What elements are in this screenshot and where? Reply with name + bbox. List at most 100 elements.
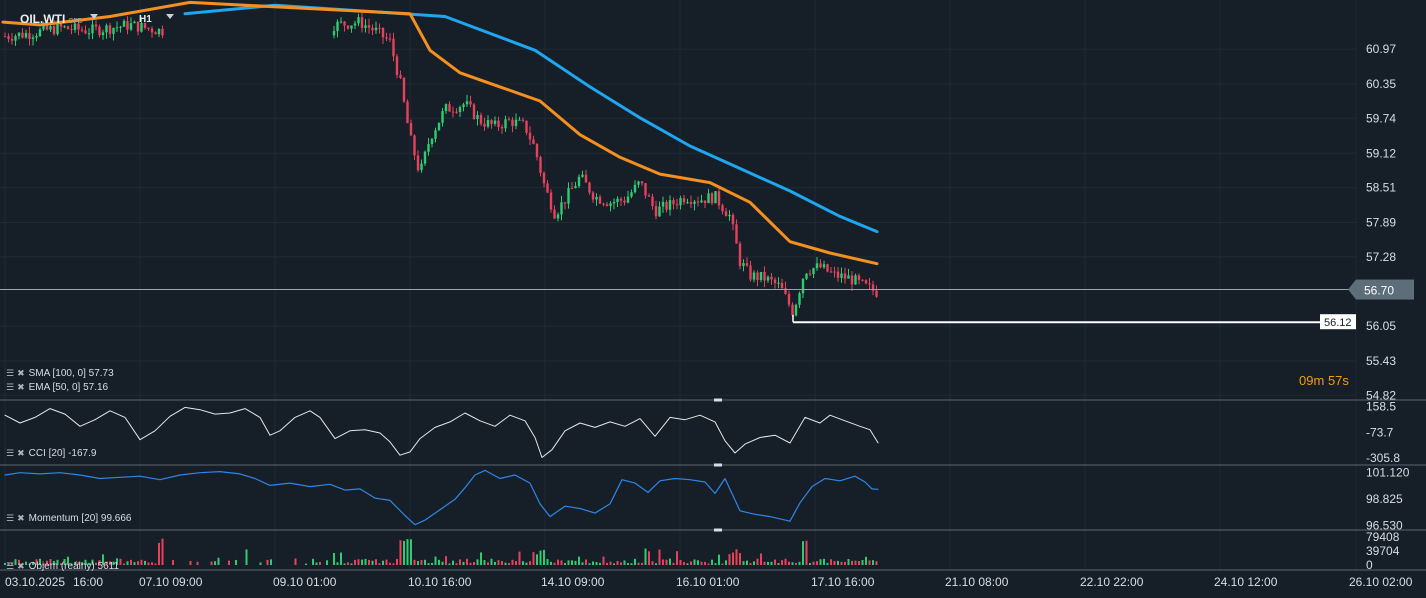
candle-body: [577, 176, 581, 187]
axes: 60.97 60.35 59.74 59.12 58.51 57.89 57.28 56.05…: [5, 42, 1413, 589]
close-icon[interactable]: ✖: [17, 382, 25, 392]
candle-body: [567, 188, 570, 204]
candle-body: [392, 38, 395, 57]
volume-bar: [875, 561, 878, 565]
volume-bar: [602, 556, 605, 565]
candle-body: [847, 275, 850, 279]
candle-body: [339, 21, 343, 23]
candle-body: [136, 21, 140, 32]
volume-bar: [270, 559, 272, 565]
candle-body: [35, 36, 38, 38]
candle-body: [563, 202, 567, 204]
volume-bar: [690, 561, 692, 565]
candle-body: [703, 200, 707, 204]
menu-icon[interactable]: ☰: [6, 382, 16, 392]
volume-bar: [102, 554, 104, 565]
candle-body: [875, 290, 878, 297]
volume-label[interactable]: ☰ ✖ Objem (reálny) 5611: [6, 561, 119, 572]
volume-bar: [476, 559, 479, 565]
volume-bar: [819, 559, 822, 565]
volume-bar: [158, 542, 160, 565]
volume-bar: [144, 560, 146, 565]
volume-bar: [809, 563, 811, 565]
volume-bar: [753, 561, 755, 565]
candle-body: [864, 280, 868, 284]
candle-body: [735, 224, 738, 244]
volume-bar: [39, 558, 41, 565]
volume-bar: [312, 558, 314, 565]
candle-body: [668, 200, 672, 210]
volume-bar: [501, 561, 503, 565]
menu-icon[interactable]: ☰: [6, 513, 16, 523]
volume-bar: [392, 563, 395, 565]
candle-body: [787, 293, 791, 305]
menu-icon[interactable]: ☰: [6, 561, 16, 571]
candle-body: [546, 183, 549, 193]
candle-body: [357, 17, 360, 24]
candle-body: [129, 23, 133, 30]
volume-bar: [529, 561, 531, 565]
candle-body: [812, 268, 815, 274]
candle-body: [17, 32, 21, 37]
candle-body: [595, 196, 598, 200]
candle-body: [150, 28, 154, 33]
volume-bar: [326, 560, 328, 565]
sma-label[interactable]: ☰ ✖ SMA [100, 0] 57.73: [6, 368, 114, 379]
price-tick-label: 60.97: [1366, 42, 1396, 56]
cci-label[interactable]: ☰ ✖ CCI [20] -167.9: [6, 448, 96, 459]
timeframe-selector[interactable]: H1: [139, 14, 152, 25]
chevron-down-icon[interactable]: [90, 14, 98, 19]
volume-bar: [616, 561, 619, 565]
volume-bar: [711, 559, 713, 565]
symbol-selector[interactable]: OIL.WTI CFD: [20, 12, 83, 26]
candle-body: [868, 283, 871, 285]
volume-tick-label: 39704: [1366, 544, 1400, 558]
volume-bar: [515, 561, 517, 565]
close-icon[interactable]: ✖: [17, 513, 25, 523]
volume-bar: [14, 559, 17, 565]
volume-bar: [662, 559, 664, 565]
candle-body: [679, 198, 682, 206]
close-icon[interactable]: ✖: [17, 368, 25, 378]
menu-icon[interactable]: ☰: [6, 368, 16, 378]
candle-body: [24, 33, 28, 38]
candle-body: [385, 37, 388, 39]
volume-bar: [410, 539, 412, 565]
candle-body: [101, 32, 105, 36]
volume-bar: [259, 562, 262, 565]
candle-body: [507, 119, 511, 121]
volume-bar: [749, 562, 752, 565]
candle-body: [63, 26, 66, 28]
volume-bar: [347, 562, 349, 565]
close-icon[interactable]: ✖: [17, 448, 25, 458]
panel-resize-handle: [714, 398, 722, 402]
candle-body: [710, 193, 714, 204]
volume-bar: [606, 562, 608, 565]
candle-body: [469, 101, 472, 105]
chevron-down-icon[interactable]: [166, 14, 174, 19]
close-icon[interactable]: ✖: [17, 561, 25, 571]
candle-body: [437, 122, 441, 131]
candle-body: [38, 29, 42, 37]
volume-bar: [700, 561, 703, 565]
candle-body: [651, 196, 654, 207]
momentum-label[interactable]: ☰ ✖ Momentum [20] 99.666: [6, 513, 131, 524]
candle-body: [682, 198, 686, 203]
price-tick-label: 60.35: [1366, 77, 1396, 91]
candle-body: [539, 157, 542, 173]
candle-body: [686, 202, 689, 204]
candle-body: [759, 271, 763, 280]
candle-body: [570, 188, 574, 190]
volume-bar: [686, 563, 689, 565]
candle-body: [84, 30, 87, 34]
candle-body: [805, 273, 808, 279]
x-tick-label: 16:00: [73, 575, 103, 589]
ema-label[interactable]: ☰ ✖ EMA [50, 0] 57.16: [6, 382, 108, 393]
volume-bar: [81, 562, 83, 565]
menu-icon[interactable]: ☰: [6, 448, 16, 458]
volume-bar: [396, 558, 398, 565]
volume-bar: [228, 560, 230, 565]
candle-body: [791, 304, 794, 316]
volume-bar: [557, 559, 559, 565]
volume-bar: [564, 563, 566, 565]
